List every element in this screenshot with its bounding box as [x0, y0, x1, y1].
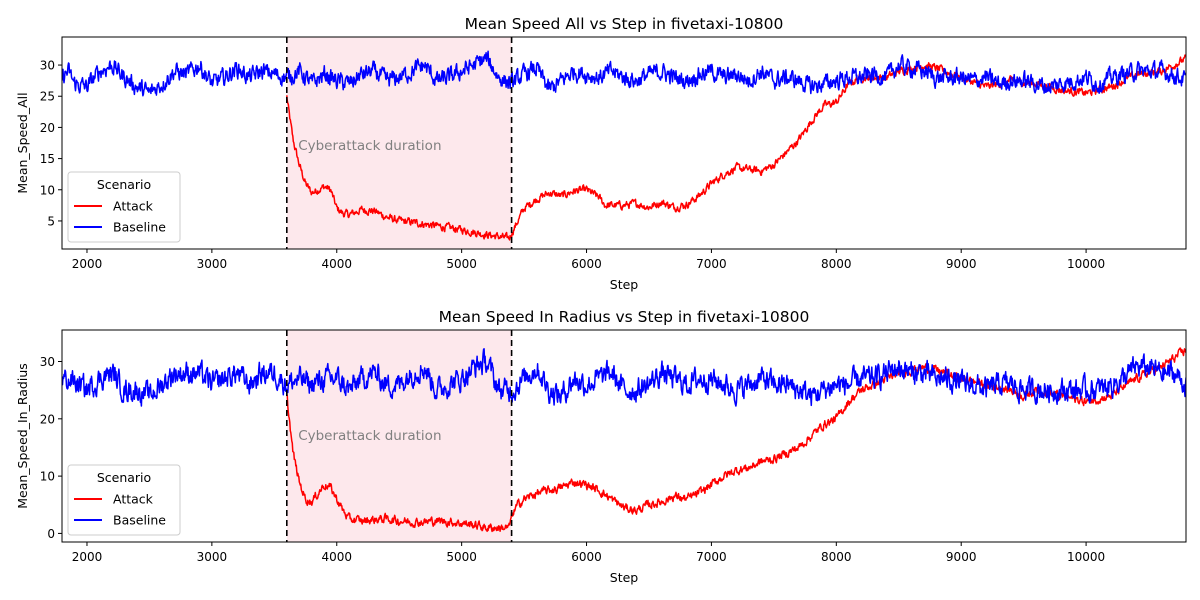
axes-frame [61, 329, 1187, 543]
x-tick-label: 7000 [696, 550, 727, 564]
x-axis-label: Step [610, 277, 639, 292]
y-axis-label: Mean_Speed_In_Radius [15, 363, 30, 509]
x-axis-label: Step [610, 570, 639, 585]
y-axis-label: Mean_Speed_All [15, 92, 30, 193]
series-line-attack [286, 347, 1186, 533]
x-tick-label: 9000 [946, 257, 977, 271]
x-tick-label: 6000 [571, 257, 602, 271]
y-tick-label: 30 [40, 59, 55, 73]
y-tick-label: 0 [47, 527, 55, 541]
series-line-baseline [62, 348, 1186, 407]
chart-title: Mean Speed All vs Step in fivetaxi-10800 [465, 15, 784, 33]
y-tick-label: 15 [40, 152, 55, 166]
x-tick-label: 6000 [571, 550, 602, 564]
chart-panel-2: Cyberattack duration 2000 3000 4000 5000 6000… [15, 308, 1187, 585]
x-tick-label: 5000 [446, 550, 477, 564]
x-tick-label: 3000 [197, 550, 228, 564]
y-tick-label: 5 [47, 214, 55, 228]
x-tick-label: 5000 [446, 257, 477, 271]
legend: Scenario Attack Baseline [67, 171, 181, 243]
legend-title: Scenario [97, 177, 151, 192]
legend-title: Scenario [97, 470, 151, 485]
y-tick-label: 30 [40, 355, 55, 369]
x-tick-label: 10000 [1067, 550, 1105, 564]
x-tick-label: 8000 [821, 257, 852, 271]
x-tick-label: 8000 [821, 550, 852, 564]
annotation-label: Cyberattack duration [298, 138, 441, 154]
legend-label: Baseline [113, 220, 166, 235]
y-tick-label: 10 [40, 183, 55, 197]
x-tick-label: 3000 [197, 257, 228, 271]
x-tick-label: 10000 [1067, 257, 1105, 271]
x-tick-label: 2000 [72, 550, 103, 564]
x-tick-label: 2000 [72, 257, 103, 271]
axes-frame [61, 36, 1187, 250]
y-tick-label: 25 [40, 90, 55, 104]
x-tick-label: 7000 [696, 257, 727, 271]
x-tick-label: 4000 [321, 257, 352, 271]
legend-box [67, 464, 181, 536]
chart-panel-1: Cyberattack duration 2000 3000 4000 5000 6000… [15, 15, 1187, 292]
y-tick-label: 20 [40, 121, 55, 135]
legend: Scenario Attack Baseline [67, 464, 181, 536]
legend-label: Attack [113, 199, 154, 214]
series-line-baseline [62, 50, 1186, 97]
annotation-label: Cyberattack duration [298, 428, 441, 444]
chart-title: Mean Speed In Radius vs Step in fivetaxi… [439, 308, 810, 326]
x-tick-label: 4000 [321, 550, 352, 564]
legend-box [67, 171, 181, 243]
x-tick-label: 9000 [946, 550, 977, 564]
legend-label: Attack [113, 492, 154, 507]
legend-label: Baseline [113, 513, 166, 528]
y-tick-label: 20 [40, 412, 55, 426]
y-tick-label: 10 [40, 470, 55, 484]
